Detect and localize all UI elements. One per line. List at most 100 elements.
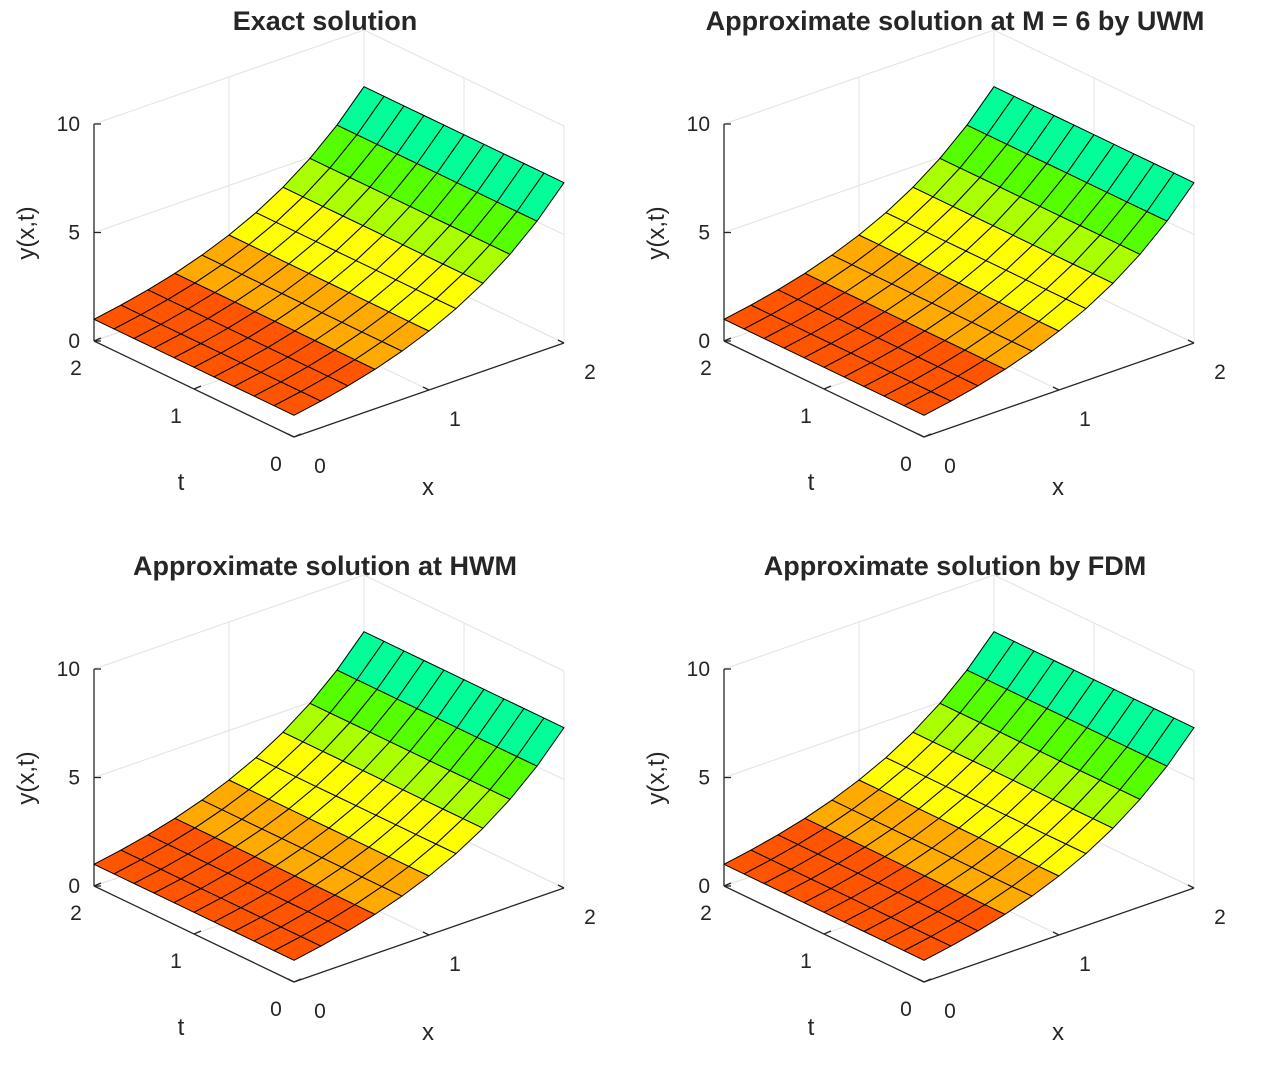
z-tick-label: 0 <box>698 875 710 898</box>
x-tick-label: 2 <box>584 906 596 929</box>
t-tick-label: 0 <box>900 998 912 1021</box>
t-tick-label: 0 <box>270 453 282 476</box>
axes: 0 5 10 0 1 2 0 1 2 y(x,t) t x <box>643 113 1226 501</box>
x-tick-mark <box>557 884 565 889</box>
z-tick-label: 10 <box>687 658 710 681</box>
t-tick-mark <box>193 930 202 935</box>
z-tick-label: 5 <box>68 767 80 790</box>
x-tick-label: 1 <box>1079 953 1091 976</box>
x-tick-label: 1 <box>1079 408 1091 431</box>
x-axis-label: x <box>1052 1019 1064 1046</box>
subplot-fdm-solution: Approximate solution by FDM 0 5 10 0 1 2 0 1 2 y(x… <box>630 545 1250 1065</box>
x-tick-mark <box>1187 339 1195 344</box>
t-tick-label: 2 <box>70 357 82 380</box>
t-axis-label: t <box>178 1014 185 1041</box>
t-tick-label: 1 <box>800 405 812 428</box>
t-tick-label: 2 <box>70 902 82 925</box>
x-axis-label: x <box>422 474 434 501</box>
x-tick-mark <box>422 931 430 936</box>
x-tick-label: 0 <box>944 1000 956 1023</box>
surface-patches <box>723 86 1195 416</box>
grid-line <box>723 29 1195 127</box>
x-tick-label: 2 <box>1214 361 1226 384</box>
surface-plot-svg: Approximate solution by FDM 0 5 10 0 1 2 0 1 2 y(x… <box>643 551 1226 1046</box>
subplot-exact-solution: Exact solution 0 5 10 0 1 2 0 1 2 y(x,t) t x <box>0 0 620 520</box>
z-tick-label: 10 <box>57 113 80 136</box>
x-tick-label: 1 <box>449 953 461 976</box>
t-tick-label: 0 <box>900 453 912 476</box>
t-tick-label: 2 <box>700 357 712 380</box>
x-tick-label: 2 <box>584 361 596 384</box>
surface-patch <box>516 172 565 222</box>
z-axis-label: y(x,t) <box>643 751 670 804</box>
grid-line <box>93 29 565 127</box>
plot-title: Approximate solution by FDM <box>764 551 1147 581</box>
x-tick-mark <box>422 386 430 391</box>
z-axis-label: y(x,t) <box>13 206 40 259</box>
t-tick-mark <box>293 433 302 438</box>
axes: 0 5 10 0 1 2 0 1 2 y(x,t) t x <box>13 113 596 501</box>
x-tick-label: 0 <box>314 455 326 478</box>
t-tick-label: 1 <box>170 405 182 428</box>
plot-title: Exact solution <box>233 6 418 36</box>
surface-patch <box>516 717 565 767</box>
t-tick-mark <box>923 433 932 438</box>
t-tick-mark <box>723 882 732 887</box>
x-tick-mark <box>557 339 565 344</box>
surface-plot-svg: Approximate solution at M = 6 by UWM0510… <box>643 6 1226 501</box>
t-axis-label: t <box>808 469 815 496</box>
t-tick-mark <box>293 978 302 983</box>
t-tick-mark <box>93 882 102 887</box>
subplot-uwm-solution: Approximate solution at M = 6 by UWM 0 5 10… <box>630 0 1250 520</box>
t-axis-label: t <box>808 1014 815 1041</box>
t-tick-mark <box>193 385 202 390</box>
surface-patch <box>1146 717 1195 767</box>
surface-plot-svg: Approximate solution at HWM 0 5 10 0 1 2 0 1 2 y(x… <box>13 551 596 1046</box>
x-tick-mark <box>1187 884 1195 889</box>
x-tick-label: 0 <box>944 455 956 478</box>
z-tick-label: 0 <box>698 330 710 353</box>
t-tick-label: 2 <box>700 902 712 925</box>
t-tick-label: 1 <box>170 950 182 973</box>
z-tick-label: 10 <box>57 658 80 681</box>
surface-patches <box>93 631 565 961</box>
t-tick-mark <box>823 930 832 935</box>
axes: 0 5 10 0 1 2 0 1 2 y(x,t) t x <box>13 658 596 1046</box>
grid-line <box>723 574 1195 672</box>
z-tick-label: 5 <box>68 222 80 245</box>
axes: 0 5 10 0 1 2 0 1 2 y(x,t) t x <box>643 658 1226 1046</box>
t-tick-mark <box>823 385 832 390</box>
x-tick-mark <box>1052 931 1060 936</box>
plot-title: Approximate solution at HWM <box>133 551 517 581</box>
t-tick-mark <box>923 978 932 983</box>
x-axis-label: x <box>422 1019 434 1046</box>
z-tick-label: 10 <box>687 113 710 136</box>
z-tick-label: 0 <box>68 875 80 898</box>
t-axis-label: t <box>178 469 185 496</box>
x-tick-mark <box>287 978 295 983</box>
z-tick-label: 5 <box>698 767 710 790</box>
t-tick-label: 1 <box>800 950 812 973</box>
x-tick-label: 1 <box>449 408 461 431</box>
t-tick-mark <box>723 337 732 342</box>
x-tick-label: 0 <box>314 1000 326 1023</box>
x-tick-label: 2 <box>1214 906 1226 929</box>
z-tick-label: 0 <box>68 330 80 353</box>
grid-line <box>93 574 565 672</box>
t-tick-label: 0 <box>270 998 282 1021</box>
x-tick-mark <box>287 433 295 438</box>
surface-plot-svg: Exact solution 0 5 10 0 1 2 0 1 2 y(x,t) t x <box>13 6 596 501</box>
z-axis-label: y(x,t) <box>13 751 40 804</box>
surface-patches <box>723 631 1195 961</box>
surface-patches <box>93 86 565 416</box>
x-axis-label: x <box>1052 474 1064 501</box>
plot-title: Approximate solution at M = 6 by UWM <box>706 6 1205 36</box>
surface-patch <box>1146 172 1195 222</box>
x-tick-mark <box>917 433 925 438</box>
z-tick-label: 5 <box>698 222 710 245</box>
z-axis-label: y(x,t) <box>643 206 670 259</box>
subplot-hwm-solution: Approximate solution at HWM 0 5 10 0 1 2 0 1 2 y(x… <box>0 545 620 1065</box>
x-tick-mark <box>917 978 925 983</box>
x-tick-mark <box>1052 386 1060 391</box>
